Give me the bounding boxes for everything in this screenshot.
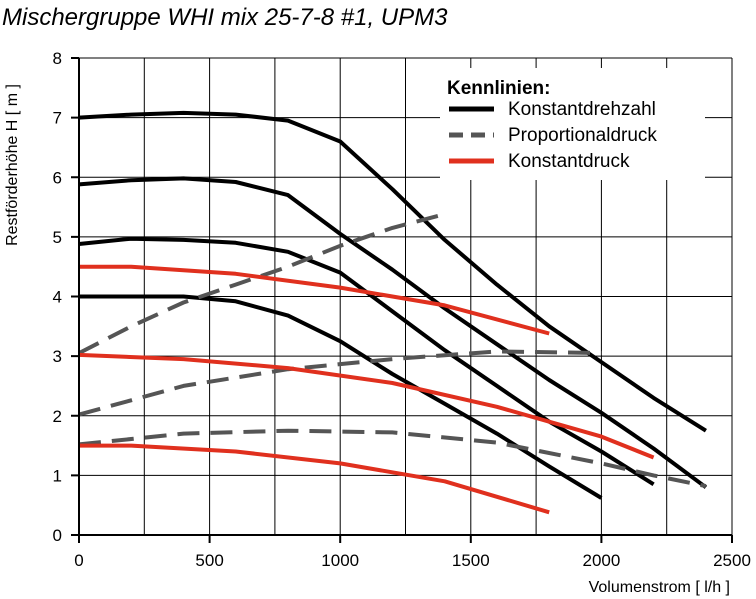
x-tick-label: 1500 bbox=[452, 551, 490, 570]
legend-entries: Konstantdrehzahl Proportionaldruck Konstan… bbox=[449, 99, 657, 172]
series-layer bbox=[78, 110, 708, 515]
x-tick-label: 2000 bbox=[582, 551, 620, 570]
legend-label-konstantdrehzahl: Konstantdrehzahl bbox=[508, 99, 656, 120]
x-tick-label: 2500 bbox=[713, 551, 751, 570]
tick-labels: 0 1 2 3 4 5 6 7 8 0 500 1000 1500 2000 2500 bbox=[53, 49, 751, 570]
x-tick-label: 1000 bbox=[321, 551, 359, 570]
series-proportionaldruck-1 bbox=[78, 212, 446, 355]
x-tick-label: 0 bbox=[74, 551, 83, 570]
series-konstantdruck-3 bbox=[79, 443, 550, 515]
chart-title: Mischergruppe WHI mix 25-7-8 #1, UPM3 bbox=[2, 4, 448, 31]
x-tick-label: 500 bbox=[195, 551, 223, 570]
y-tick-label: 5 bbox=[53, 228, 62, 247]
y-tick-label: 2 bbox=[53, 407, 62, 426]
legend-label-konstantdruck: Konstantdruck bbox=[508, 151, 630, 172]
series-konstantdruck-2 bbox=[78, 352, 655, 460]
series-konstantdruck-1 bbox=[79, 264, 550, 336]
y-tick-label: 1 bbox=[53, 466, 62, 485]
axes bbox=[71, 57, 733, 543]
series-konstantdrehzahl-2 bbox=[78, 176, 708, 489]
y-tick-label: 0 bbox=[53, 526, 62, 545]
y-tick-label: 7 bbox=[53, 109, 62, 128]
y-tick-label: 6 bbox=[53, 168, 62, 187]
y-tick-label: 3 bbox=[53, 347, 62, 366]
legend-label-proportionaldruck: Proportionaldruck bbox=[508, 125, 657, 146]
y-tick-label: 8 bbox=[53, 49, 62, 68]
series-proportionaldruck-3 bbox=[78, 428, 707, 489]
y-axis-label: Restförderhöhe H [ m ] bbox=[4, 84, 21, 246]
y-tick-label: 4 bbox=[53, 288, 62, 307]
series-konstantdrehzahl-1 bbox=[78, 110, 707, 433]
legend: Kennlinien: Konstantdrehzahl Proportional… bbox=[440, 68, 705, 180]
legend-title: Kennlinien: bbox=[447, 78, 550, 99]
x-axis-label: Volumenstrom [ l/h ] bbox=[589, 579, 730, 596]
series-proportionaldruck-2 bbox=[78, 349, 602, 417]
